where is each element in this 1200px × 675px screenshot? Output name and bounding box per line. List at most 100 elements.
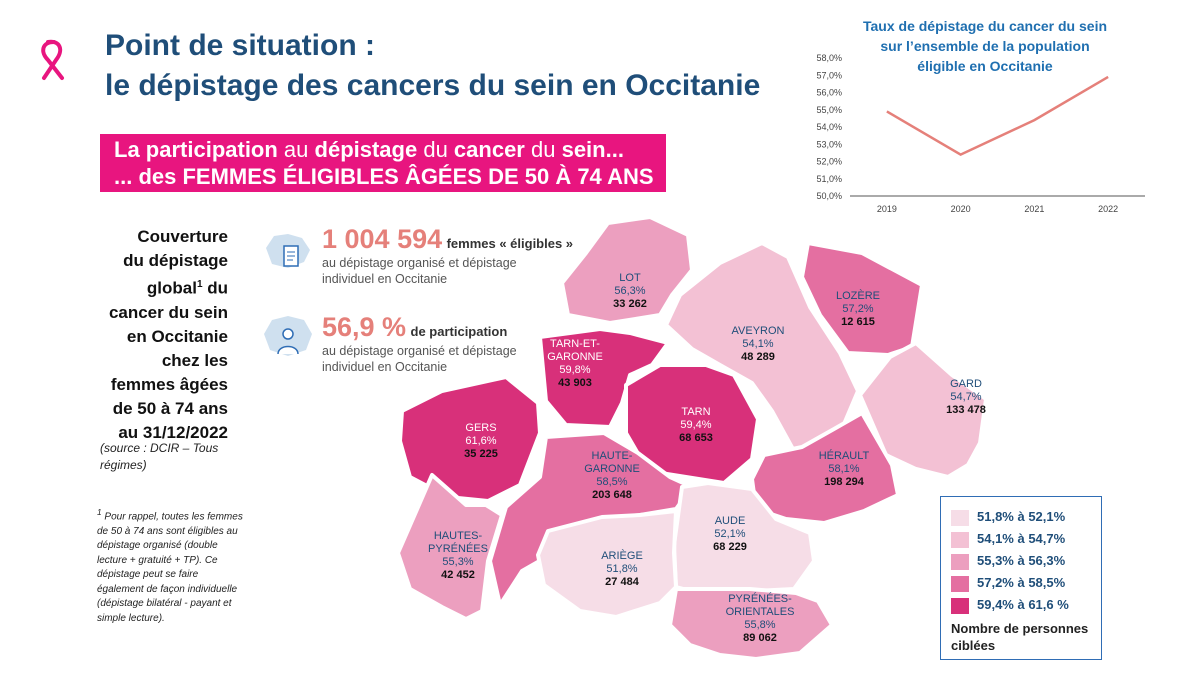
y-tick-label: 57,0% xyxy=(816,70,842,80)
banner-segment: du xyxy=(417,137,454,162)
y-tick-label: 58,0% xyxy=(816,53,842,63)
title-line-2: le dépistage des cancers du sein en Occi… xyxy=(105,69,761,102)
y-tick-label: 53,0% xyxy=(816,139,842,149)
occitanie-person-icon xyxy=(264,316,312,356)
department-name: LOZÈRE xyxy=(835,290,881,302)
department-label: AUDE 52,1% 68 229 xyxy=(713,515,747,554)
region-ariege xyxy=(536,509,678,619)
department-count: 48 289 xyxy=(741,351,775,363)
occitanie-map xyxy=(396,215,988,661)
department-count: 42 452 xyxy=(441,569,475,581)
legend-item: 51,8% à 52,1% xyxy=(951,509,1065,527)
source-note: (source : DCIR – Tous régimes) xyxy=(100,441,219,472)
banner-segment: participation xyxy=(145,137,278,162)
department-rate: 54,1% xyxy=(742,338,774,350)
x-tick-label: 2019 xyxy=(877,204,897,214)
department-label: PYRÉNÉES- ORIENTALES 55,8% 89 062 xyxy=(726,593,795,645)
department-rate: 57,2% xyxy=(842,303,874,315)
map-legend: 51,8% à 52,1% 54,1% à 54,7% 55,3% à 56,3… xyxy=(940,496,1102,660)
department-rate: 55,8% xyxy=(744,619,776,631)
y-tick-label: 55,0% xyxy=(816,105,842,115)
department-name: GARONNE xyxy=(584,463,640,475)
coverage-line: chez les xyxy=(161,350,228,370)
department-count: 133 478 xyxy=(946,404,986,416)
department-label: HAUTES- PYRÉNÉES 55,3% 42 452 xyxy=(428,530,488,582)
department-count: 35 225 xyxy=(464,448,498,460)
y-tick-label: 50,0% xyxy=(816,191,842,201)
banner-segment: du xyxy=(524,137,562,162)
footnote: 1 Pour rappel, toutes les femmes de 50 à… xyxy=(97,507,243,624)
legend-swatch xyxy=(951,531,969,548)
banner-segment: La xyxy=(114,137,146,162)
region-gers xyxy=(398,375,542,503)
participation-banner: La participation au dépistage du cancer … xyxy=(100,134,666,192)
legend-item: 59,4% à 61,6 % xyxy=(951,597,1069,615)
region-lot xyxy=(560,215,694,325)
department-label: LOZÈRE 57,2% 12 615 xyxy=(836,290,880,329)
x-tick-label: 2020 xyxy=(951,204,971,214)
department-label: AVEYRON 54,1% 48 289 xyxy=(732,325,785,364)
department-name: GERS xyxy=(465,422,497,434)
department-name: ARIÈGE xyxy=(601,550,643,562)
department-name: HÉRAULT xyxy=(818,450,870,462)
legend-item: 54,1% à 54,7% xyxy=(951,531,1065,549)
department-name: AUDE xyxy=(714,515,746,527)
department-label: GERS 61,6% 35 225 xyxy=(464,422,498,461)
department-count: 27 484 xyxy=(605,576,639,588)
line-chart: 50,0% 51,0% 52,0% 53,0% 54,0% 55,0% 56,0% 57,0%… xyxy=(816,53,1145,214)
region-hautes-pyrenees xyxy=(396,473,504,621)
banner-line-2: ... des FEMMES ÉLIGIBLES ÂGÉES DE 50 À 7… xyxy=(114,164,654,189)
page-title: Point de situation : le dépistage des ca… xyxy=(105,26,760,106)
department-label: LOT 56,3% 33 262 xyxy=(613,272,647,311)
region-lozere xyxy=(800,241,924,357)
legend-footer: Nombre de personnes ciblées xyxy=(951,621,1089,653)
department-name: GARONNE xyxy=(547,351,603,363)
legend-swatch xyxy=(951,575,969,592)
pink-ribbon-icon xyxy=(41,39,64,80)
coverage-line: en Occitanie xyxy=(126,326,228,346)
department-rate: 59,8% xyxy=(559,364,591,376)
department-count: 203 648 xyxy=(592,489,632,501)
department-rate: 55,3% xyxy=(442,556,474,568)
legend-swatch xyxy=(951,597,969,614)
title-line-1: Point de situation : xyxy=(105,29,375,62)
department-label: HAUTE- GARONNE 58,5% 203 648 xyxy=(584,450,640,502)
x-tick-label: 2022 xyxy=(1098,204,1118,214)
department-name: TARN-ET- xyxy=(550,338,600,350)
coverage-text: Couverture du dépistage global1 du cance… xyxy=(100,225,228,445)
legend-swatch xyxy=(951,509,969,526)
department-count: 198 294 xyxy=(824,476,864,488)
department-count: 68 229 xyxy=(713,541,747,553)
banner-segment: sein... xyxy=(561,137,624,162)
department-name: AVEYRON xyxy=(731,325,785,337)
series-line xyxy=(886,75,1109,157)
banner-segment: au xyxy=(277,137,315,162)
banner-segment: dépistage xyxy=(314,137,418,162)
department-label: HÉRAULT 58,1% 198 294 xyxy=(819,450,870,489)
chart-title: Taux de dépistage du cancer du sein sur … xyxy=(862,18,1108,74)
coverage-line: Couverture xyxy=(137,227,228,246)
department-label: GARD 54,7% 133 478 xyxy=(946,378,986,417)
department-rate: 58,1% xyxy=(828,463,860,475)
department-name: LOT xyxy=(619,272,641,284)
legend-swatch xyxy=(951,553,969,570)
y-tick-label: 54,0% xyxy=(816,122,842,132)
department-rate: 61,6% xyxy=(465,435,497,447)
department-count: 68 653 xyxy=(679,432,713,444)
x-tick-label: 2021 xyxy=(1024,204,1044,214)
department-rate: 58,5% xyxy=(596,476,628,488)
department-count: 43 903 xyxy=(558,377,592,389)
coverage-line: de 50 à 74 ans xyxy=(112,398,228,418)
department-name: GARD xyxy=(950,378,982,390)
region-gard xyxy=(858,341,988,479)
department-rate: 54,7% xyxy=(950,391,982,403)
stat-eligible: 1 004 594 femmes « éligibles » au dépist… xyxy=(322,224,574,286)
banner-segment: cancer xyxy=(453,137,525,162)
department-label: TARN-ET- GARONNE 59,8% 43 903 xyxy=(547,338,603,390)
y-tick-label: 51,0% xyxy=(816,174,842,184)
department-rate: 51,8% xyxy=(606,563,638,575)
department-name: ORIENTALES xyxy=(725,606,795,618)
department-name: TARN xyxy=(681,406,711,418)
department-label: ARIÈGE 51,8% 27 484 xyxy=(601,550,643,589)
region-tarn-et-garonne xyxy=(538,327,670,429)
